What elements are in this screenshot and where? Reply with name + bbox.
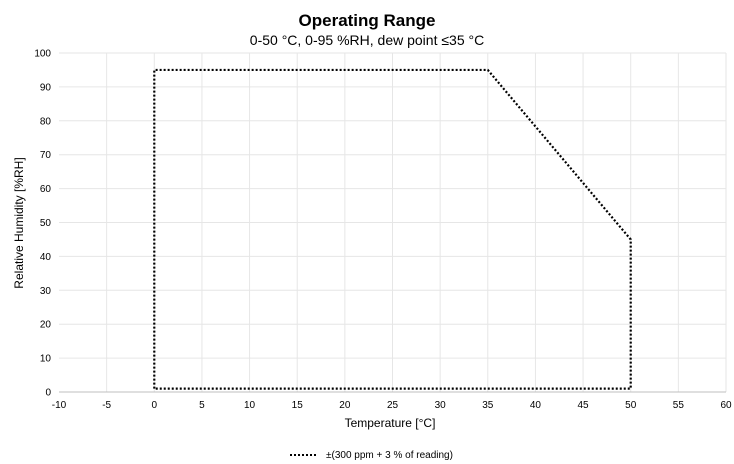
x-tick-label-8: 30 xyxy=(435,400,447,411)
series-layer xyxy=(153,68,632,390)
y-tick-label-3: 30 xyxy=(40,286,52,297)
x-tick-label-10: 40 xyxy=(530,400,542,411)
x-tick-labels: -10 -5 0 5 10 15 20 25 30 35 40 45 50 55 60 xyxy=(52,400,732,411)
x-tick-label-11: 45 xyxy=(578,400,590,411)
y-tick-labels: 0 10 20 30 40 50 60 70 80 90 100 xyxy=(34,49,51,399)
y-tick-label-4: 40 xyxy=(40,252,52,263)
x-axis-label: Temperature [°C] xyxy=(345,416,436,430)
x-tick-label-0: -10 xyxy=(52,400,67,411)
y-tick-label-10: 100 xyxy=(34,49,51,60)
y-tick-label-1: 10 xyxy=(40,354,52,365)
x-tick-label-6: 20 xyxy=(339,400,351,411)
chart-subtitle: 0-50 °C, 0-95 %RH, dew point ≤35 °C xyxy=(250,32,484,48)
y-tick-label-8: 80 xyxy=(40,116,52,127)
x-tick-label-12: 50 xyxy=(625,400,637,411)
chart-title: Operating Range xyxy=(299,11,436,30)
y-tick-label-7: 70 xyxy=(40,150,52,161)
x-tick-label-4: 10 xyxy=(244,400,256,411)
y-tick-label-2: 20 xyxy=(40,320,52,331)
y-tick-label-6: 60 xyxy=(40,184,52,195)
x-tick-label-3: 5 xyxy=(199,400,205,411)
x-tick-label-5: 15 xyxy=(292,400,304,411)
x-tick-label-7: 25 xyxy=(387,400,399,411)
x-tick-label-13: 55 xyxy=(673,400,685,411)
grid-lines xyxy=(59,52,727,392)
y-tick-label-0: 0 xyxy=(45,388,51,399)
y-axis-label: Relative Humidity [%RH] xyxy=(12,157,26,288)
x-tick-label-9: 35 xyxy=(482,400,494,411)
y-tick-label-5: 50 xyxy=(40,218,52,229)
x-tick-label-14: 60 xyxy=(720,400,732,411)
series-line-0 xyxy=(153,68,632,390)
x-tick-label-1: -5 xyxy=(102,400,111,411)
x-tick-label-2: 0 xyxy=(152,400,158,411)
legend-entry-label: ±(300 ppm + 3 % of reading) xyxy=(326,450,453,461)
legend: ±(300 ppm + 3 % of reading) xyxy=(290,450,453,461)
y-tick-label-9: 90 xyxy=(40,82,52,93)
